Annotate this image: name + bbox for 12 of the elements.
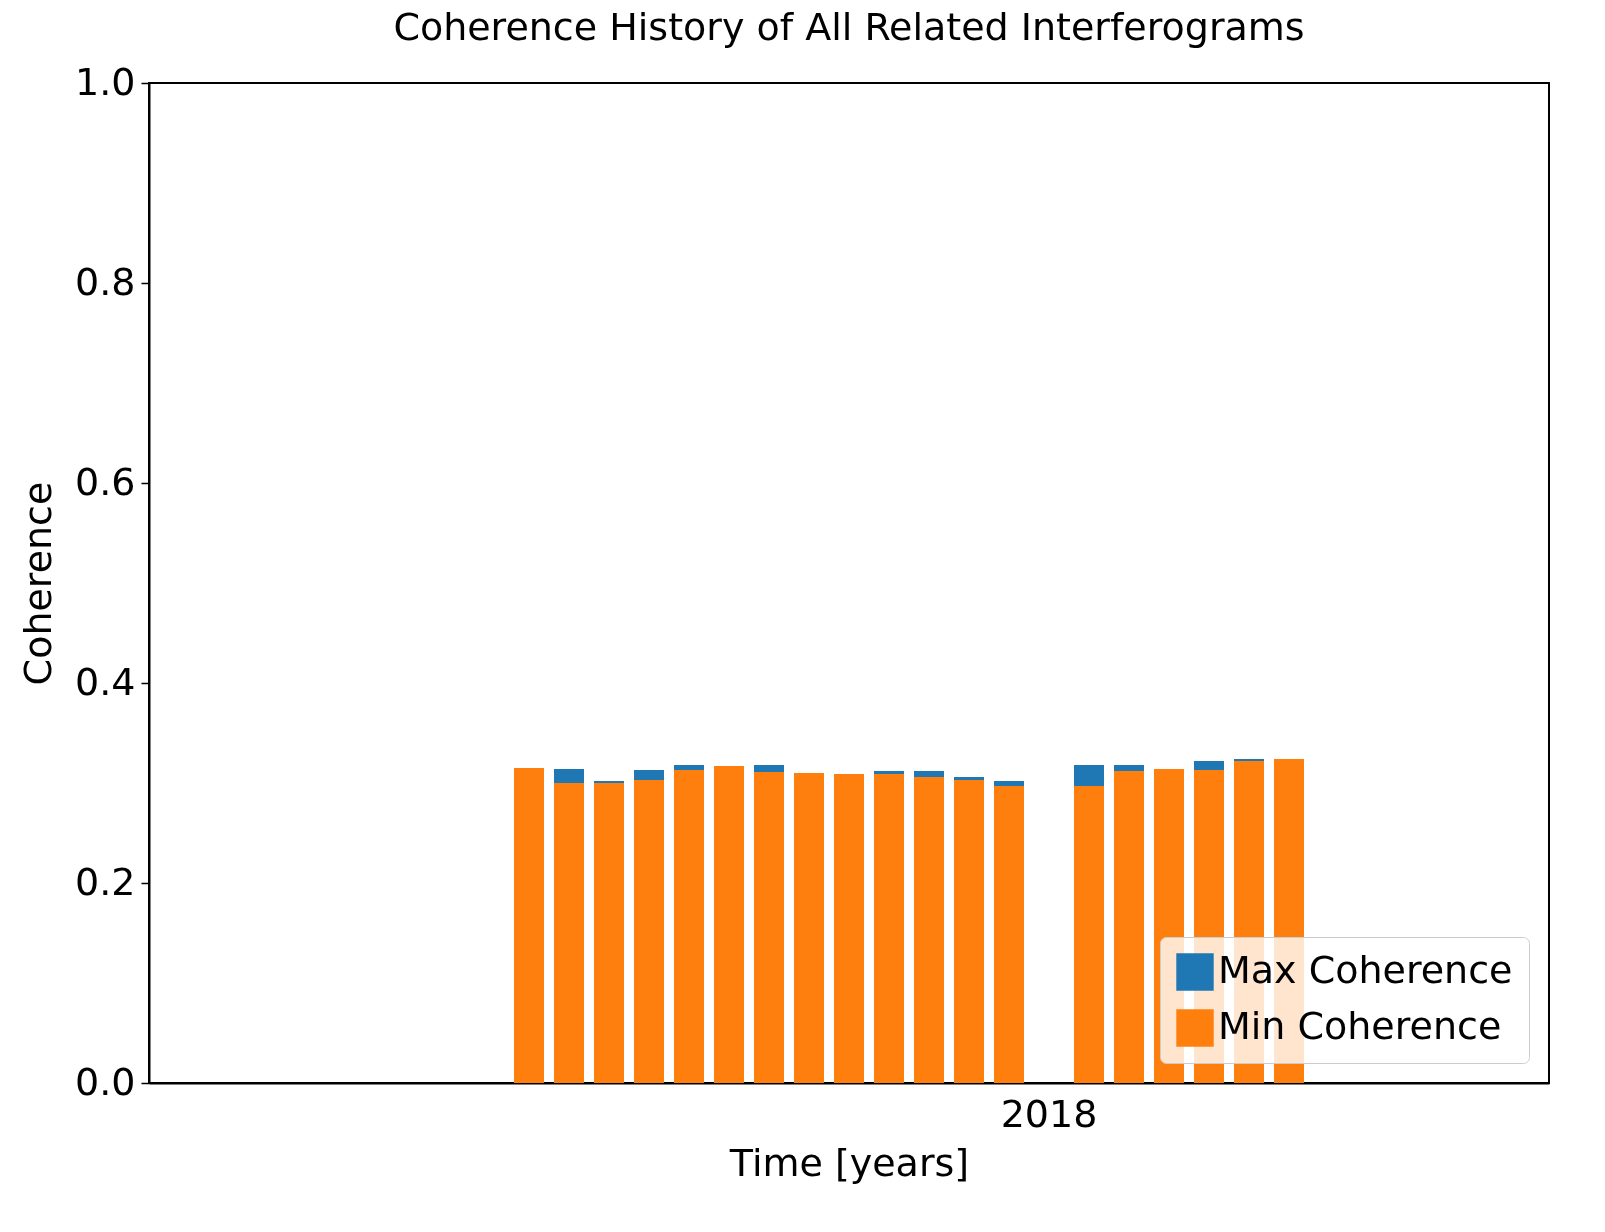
y-tick-label: 0.0 xyxy=(75,1059,136,1104)
y-tick-label: 0.8 xyxy=(75,259,136,304)
chart-title: Coherence History of All Related Interferograms xyxy=(393,5,1305,49)
y-axis-title: Coherence xyxy=(16,481,61,686)
y-tick-label: 0.6 xyxy=(75,459,136,504)
text: 2018 xyxy=(1000,1092,1098,1136)
y-tick-label: 0.4 xyxy=(75,659,136,704)
y-tick-label: 0.2 xyxy=(75,859,136,904)
legend-label: Max Coherence xyxy=(1218,948,1513,992)
legend-label: Min Coherence xyxy=(1218,1004,1502,1048)
x-axis-title: Time [years] xyxy=(728,1140,970,1185)
y-tick-label: 1.0 xyxy=(75,59,136,104)
